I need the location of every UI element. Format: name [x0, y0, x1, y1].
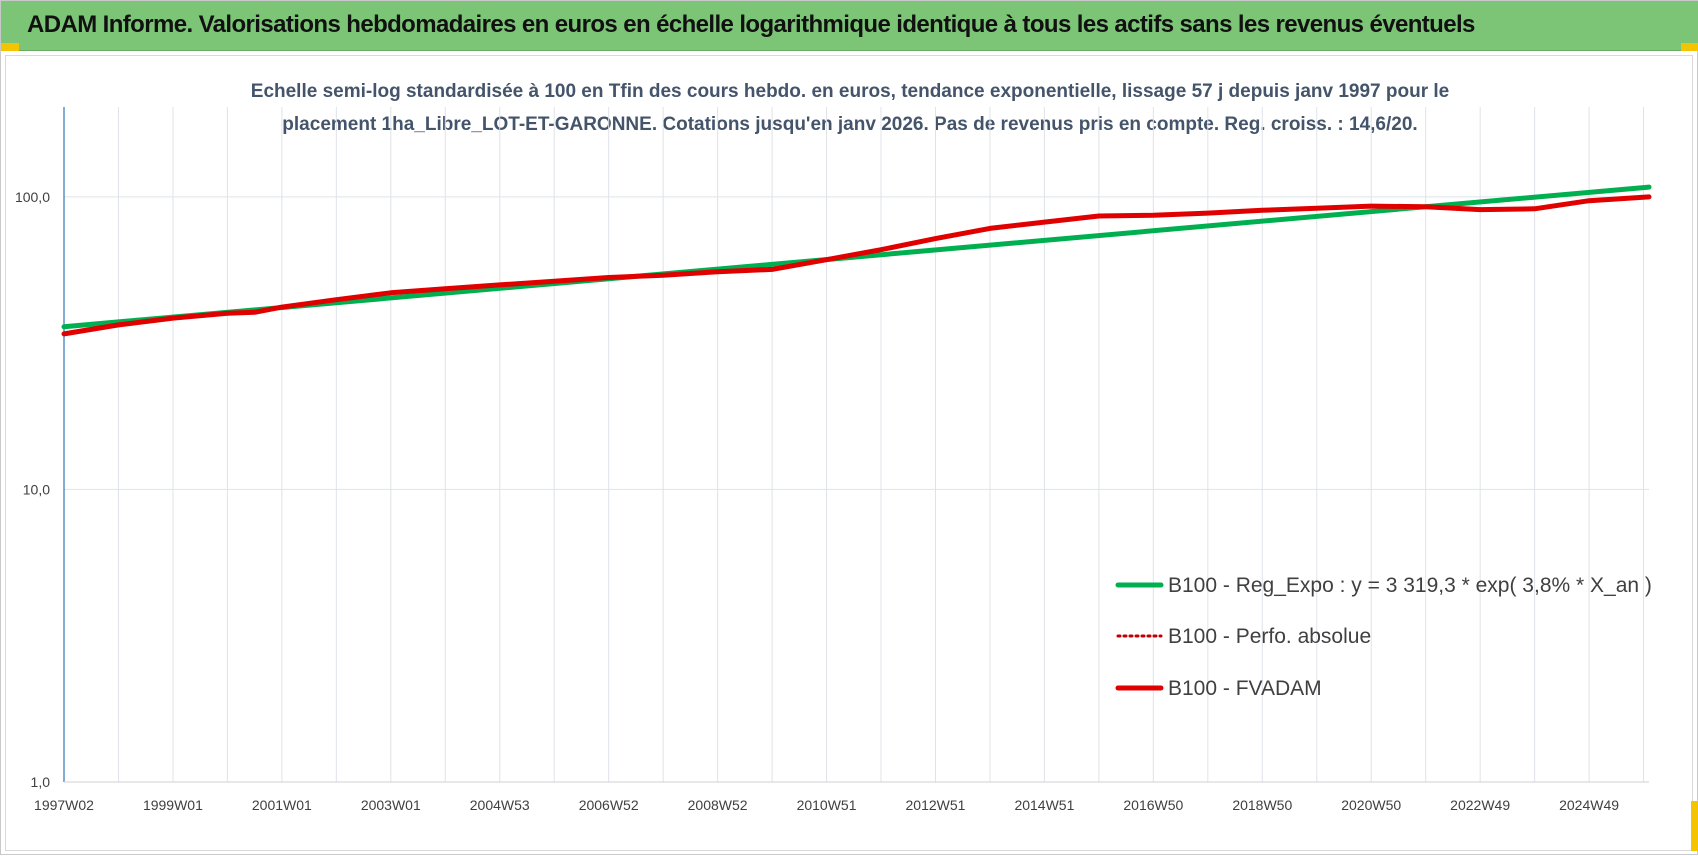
x-tick-label: 2012W51 — [906, 797, 966, 813]
legend-label: B100 - Reg_Expo : y = 3 319,3 * exp( 3,8… — [1168, 574, 1652, 597]
x-tick-label: 2006W52 — [579, 797, 639, 813]
corner-mark-top-left — [1, 43, 19, 51]
legend-label: B100 - FVADAM — [1168, 677, 1322, 700]
legend-label: B100 - Perfo. absolue — [1168, 625, 1371, 648]
chart-subtitle-line-1: Echelle semi-log standardisée à 100 en T… — [251, 81, 1449, 102]
page-title: ADAM Informe. Valorisations hebdomadaire… — [27, 11, 1475, 38]
title-banner: ADAM Informe. Valorisations hebdomadaire… — [1, 1, 1698, 51]
x-tick-label: 2016W50 — [1123, 797, 1183, 813]
x-tick-label: 2014W51 — [1014, 797, 1074, 813]
x-tick-label: 1999W01 — [143, 797, 203, 813]
y-axis: 1,0 10,0 100,0 — [15, 107, 65, 790]
vertical-gridlines — [117, 107, 1645, 782]
x-tick-label: 2008W52 — [688, 797, 748, 813]
x-tick-label: 2024W49 — [1559, 797, 1619, 813]
x-tick-label: 2018W50 — [1232, 797, 1292, 813]
y-tick-label: 1,0 — [31, 774, 51, 790]
x-tick-label: 2020W50 — [1341, 797, 1401, 813]
y-tick-label: 10,0 — [23, 481, 50, 497]
series-layer — [61, 184, 1652, 337]
y-tick-label: 100,0 — [15, 189, 50, 205]
chart-area — [5, 55, 1693, 851]
x-tick-label: 2010W51 — [797, 797, 857, 813]
corner-mark-top-right — [1681, 43, 1698, 51]
x-tick-label: 2003W01 — [361, 797, 421, 813]
series-line-perfo-absolue — [62, 195, 1651, 336]
x-tick-label: 2004W53 — [470, 797, 530, 813]
x-tick-label: 2001W01 — [252, 797, 312, 813]
x-tick-label: 2022W49 — [1450, 797, 1510, 813]
corner-mark-bottom-right — [1691, 801, 1698, 851]
series-line-reg-expo — [61, 184, 1652, 330]
x-axis: 1997W02 1999W01 2001W01 2003W01 2004W53 2006W… — [34, 781, 1649, 813]
legend: B100 - Reg_Expo : y = 3 319,3 * exp( 3,8… — [1115, 574, 1652, 700]
series-line-fvadam — [61, 194, 1652, 337]
chart-subtitle-line-2: placement 1ha_Libre_LOT-ET-GARONNE. Cota… — [282, 114, 1417, 135]
horizontal-gridlines — [64, 196, 1649, 783]
x-tick-label: 1997W02 — [34, 797, 94, 813]
